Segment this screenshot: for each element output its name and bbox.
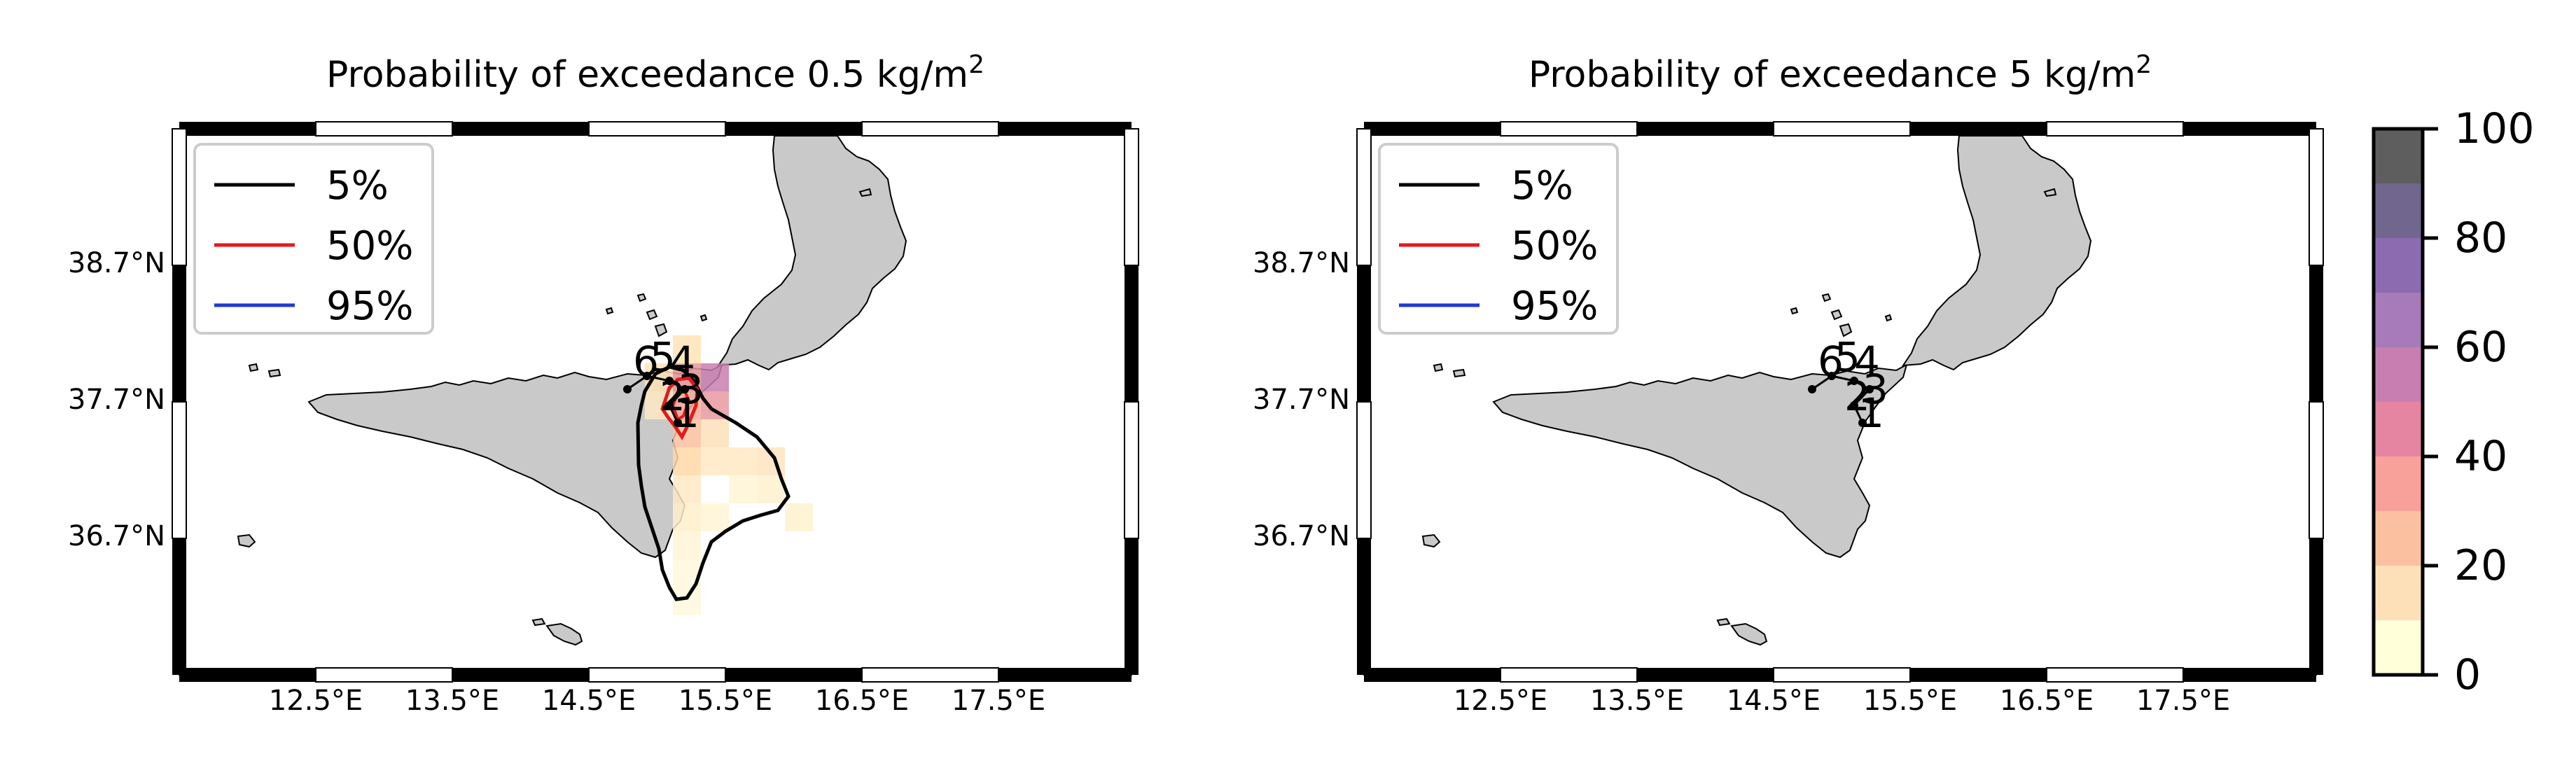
- x-tick-labels: 12.5°E 13.5°E 14.5°E 15.5°E 16.5°E 17.5°…: [269, 685, 1045, 717]
- colorbar-segment: [2374, 238, 2423, 293]
- station-link: [627, 375, 687, 424]
- x-tick-label: 17.5°E: [952, 685, 1045, 717]
- colorbar-segment: [2374, 183, 2423, 238]
- colorbar-tick-label: 100: [2454, 104, 2535, 153]
- y-tick-label: 38.7°N: [68, 247, 165, 279]
- station-label-6: 6: [633, 337, 659, 385]
- legend-label-5: 5%: [326, 163, 389, 209]
- frame-bar-top: [1364, 121, 2316, 137]
- colorbar-segment: [2374, 293, 2423, 347]
- station-label-4: 4: [669, 337, 695, 385]
- prob-cell: [673, 335, 701, 363]
- legend-label-50: 50%: [326, 223, 413, 269]
- station-label-3: 3: [678, 365, 704, 413]
- y-tick-label: 37.7°N: [68, 384, 165, 416]
- y-tick-label: 36.7°N: [68, 520, 165, 552]
- station-link: [1811, 375, 1872, 424]
- colorbar-segment: [2374, 402, 2423, 456]
- station-label-5: 5: [1834, 333, 1860, 381]
- prob-cell: [701, 447, 729, 475]
- x-tick-label: 14.5°E: [1727, 685, 1820, 717]
- prob-cell: [701, 363, 729, 391]
- colorbar-frame: [2372, 127, 2425, 677]
- prob-cell: [729, 475, 757, 503]
- colorbar-segment: [2374, 129, 2423, 183]
- frame-bar-top: [179, 121, 1132, 137]
- probability-field: [645, 335, 813, 615]
- prob-cell: [673, 587, 701, 615]
- x-tick-labels: 12.5°E 13.5°E 14.5°E 15.5°E 16.5°E 17.5°…: [1454, 685, 2230, 717]
- x-tick-label: 13.5°E: [405, 685, 499, 717]
- frame-bar-left: [172, 128, 187, 675]
- frame-bar-left: [1356, 128, 1372, 675]
- y-tick-label: 36.7°N: [1253, 520, 1350, 552]
- legend-box: [1378, 143, 1619, 335]
- x-tick-label: 12.5°E: [269, 685, 363, 717]
- station-markers: [623, 372, 689, 427]
- colorbar-tick-label: 20: [2454, 541, 2507, 590]
- frame-bar-right: [2309, 128, 2324, 675]
- contour-50-percent: [660, 376, 699, 440]
- x-tick-label: 15.5°E: [1863, 685, 1957, 717]
- colorbar-segment: [2374, 511, 2423, 566]
- prob-cell: [673, 475, 701, 503]
- colorbar-tick-label: 0: [2454, 650, 2481, 699]
- contour-5-percent: [636, 365, 791, 601]
- contour-legend: 5% 50% 95%: [1378, 143, 1619, 335]
- station-label-5: 5: [650, 333, 676, 381]
- colorbar-tick-label: 80: [2454, 214, 2507, 263]
- probability-colorbar: 0 20 40 60 80 100: [2372, 104, 2535, 699]
- station-label-2: 2: [660, 372, 685, 420]
- contour-legend: 5% 50% 95%: [193, 143, 434, 335]
- station-labels: 6 5 4 3 2 1: [633, 333, 704, 437]
- station-label-1: 1: [674, 389, 699, 437]
- station-label-1: 1: [1858, 389, 1884, 437]
- prob-cell: [673, 447, 701, 475]
- prob-cell: [729, 447, 757, 475]
- x-tick-label: 17.5°E: [2136, 685, 2230, 717]
- legend-box: [193, 143, 434, 335]
- frame-bar-right: [1124, 128, 1139, 675]
- x-tick-label: 16.5°E: [2000, 685, 2094, 717]
- y-tick-label: 38.7°N: [1253, 247, 1350, 279]
- station-label-3: 3: [1863, 365, 1888, 413]
- station-markers: [1808, 372, 1874, 427]
- colorbar-segments: [2374, 129, 2423, 675]
- legend-label-95: 95%: [326, 284, 413, 329]
- colorbar-ticks: [2423, 127, 2438, 677]
- colorbar-tick-label: 40: [2454, 432, 2507, 481]
- legend-label-5: 5%: [1511, 163, 1573, 209]
- x-tick-label: 14.5°E: [542, 685, 636, 717]
- y-tick-labels: 38.7°N 37.7°N 36.7°N: [68, 247, 165, 552]
- panel-right-title: Probability of exceedance 5 kg/m2: [1529, 50, 2152, 96]
- station-label-4: 4: [1854, 337, 1880, 385]
- station-labels: 6 5 4 3 2 1: [1818, 333, 1888, 437]
- x-tick-label: 15.5°E: [678, 685, 772, 717]
- panel-left-title: Probability of exceedance 0.5 kg/m2: [326, 50, 984, 96]
- legend-label-95: 95%: [1511, 284, 1598, 329]
- map-panel-right: Probability of exceedance 5 kg/m2 6 5 4 …: [1253, 50, 2324, 717]
- frame-bar-bottom: [179, 667, 1132, 683]
- map-panel-left: Probability of exceedance 0.5 kg/m2: [68, 50, 1139, 717]
- y-tick-label: 37.7°N: [1253, 384, 1350, 416]
- x-tick-label: 12.5°E: [1454, 685, 1547, 717]
- prob-cell: [673, 531, 701, 559]
- prob-cell: [701, 419, 729, 447]
- colorbar-segment: [2374, 456, 2423, 511]
- prob-cell: [785, 503, 813, 531]
- station-label-2: 2: [1844, 372, 1870, 420]
- x-tick-label: 16.5°E: [815, 685, 909, 717]
- station-label-6: 6: [1818, 337, 1844, 385]
- prob-cell: [701, 503, 729, 531]
- legend-label-50: 50%: [1511, 223, 1598, 269]
- colorbar-segment: [2374, 620, 2423, 675]
- colorbar-tick-label: 60: [2454, 323, 2507, 372]
- y-tick-labels: 38.7°N 37.7°N 36.7°N: [1253, 247, 1350, 552]
- colorbar-segment: [2374, 566, 2423, 620]
- frame-bar-bottom: [1364, 667, 2316, 683]
- colorbar-segment: [2374, 347, 2423, 402]
- x-tick-label: 13.5°E: [1590, 685, 1684, 717]
- prob-cell: [673, 503, 701, 531]
